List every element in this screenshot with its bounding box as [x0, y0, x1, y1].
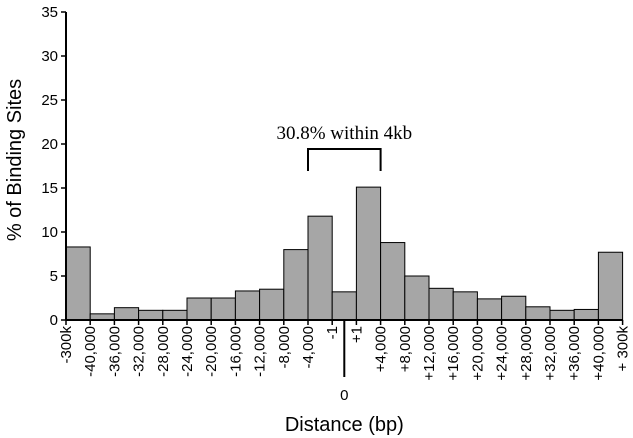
- bar-0: [65, 246, 91, 321]
- x-tick-label-21: +36,000: [566, 326, 583, 381]
- x-tick-label-7: -16,000: [227, 326, 244, 377]
- bar-17: [476, 298, 503, 321]
- x-tick-label-13: +4,000: [373, 326, 390, 372]
- bar-20: [549, 309, 575, 321]
- bar-3: [138, 309, 164, 321]
- bar-8: [259, 288, 285, 321]
- bar-21: [573, 308, 599, 321]
- bar-12: [355, 186, 382, 321]
- x-tick-label-20: +32,000: [542, 326, 559, 381]
- y-tick-label-3: 15: [41, 180, 58, 197]
- x-tick-label-11: -1: [324, 326, 341, 339]
- bar-13: [380, 242, 406, 321]
- x-tick-label-10: -4,000: [300, 326, 317, 369]
- y-tick-label-4: 20: [41, 136, 58, 153]
- bar-19: [525, 306, 551, 321]
- x-tick-label-14: +8,000: [397, 326, 414, 372]
- bar-14: [404, 275, 430, 321]
- y-axis-title: % of Binding Sites: [4, 79, 26, 241]
- y-axis: 0 5 10 15 20 25 30 35: [41, 4, 67, 329]
- x-axis-title: Distance (bp): [285, 414, 404, 436]
- x-tick-label-23: + 300k: [615, 326, 632, 372]
- x-tick-label-6: -20,000: [203, 326, 220, 377]
- y-tick-label-5: 25: [41, 92, 58, 109]
- x-axis: -300k -40,000 -36,000 -32,000 -28,000 -24,000…: [58, 319, 632, 404]
- bar-4: [162, 309, 188, 321]
- y-tick-label-2: 10: [41, 224, 58, 241]
- bars-group: [65, 186, 624, 321]
- x-tick-label-5: -24,000: [179, 326, 196, 377]
- x-tick-label-19: +28,000: [518, 326, 535, 381]
- bar-15: [428, 287, 454, 321]
- annotation-group: 30.8% within 4kb: [276, 123, 412, 171]
- annotation-label: 30.8% within 4kb: [276, 123, 412, 144]
- bar-9: [283, 249, 309, 321]
- center-marker-label: 0: [340, 387, 348, 404]
- x-tick-label-22: +40,000: [590, 326, 607, 381]
- bar-2: [113, 307, 140, 321]
- x-tick-label-15: +12,000: [421, 326, 438, 381]
- x-tick-label-18: +24,000: [494, 326, 511, 381]
- bar-11: [331, 291, 357, 321]
- x-tick-label-4: -28,000: [155, 326, 172, 377]
- x-tick-label-12: +1: [348, 326, 365, 343]
- x-tick-label-0: -300k: [58, 326, 75, 364]
- bar-10: [307, 215, 333, 321]
- annotation-bracket: [307, 148, 382, 171]
- y-tick-label-0: 0: [50, 312, 58, 329]
- x-tick-label-16: +16,000: [445, 326, 462, 381]
- x-tick-label-8: -12,000: [252, 326, 269, 377]
- x-tick-label-2: -36,000: [106, 326, 123, 377]
- bar-16: [452, 291, 478, 321]
- bar-18: [501, 295, 527, 321]
- x-tick-label-1: -40,000: [82, 326, 99, 377]
- x-tick-label-9: -8,000: [276, 326, 293, 369]
- bar-5: [186, 297, 212, 321]
- y-tick-label-1: 5: [50, 268, 58, 285]
- bar-6: [210, 297, 236, 321]
- bar-7: [234, 290, 261, 321]
- y-tick-label-6: 30: [41, 48, 58, 65]
- x-tick-label-17: +20,000: [469, 326, 486, 381]
- bar-22: [597, 251, 624, 321]
- y-tick-label-7: 35: [41, 4, 58, 21]
- x-tick-label-3: -32,000: [131, 326, 148, 377]
